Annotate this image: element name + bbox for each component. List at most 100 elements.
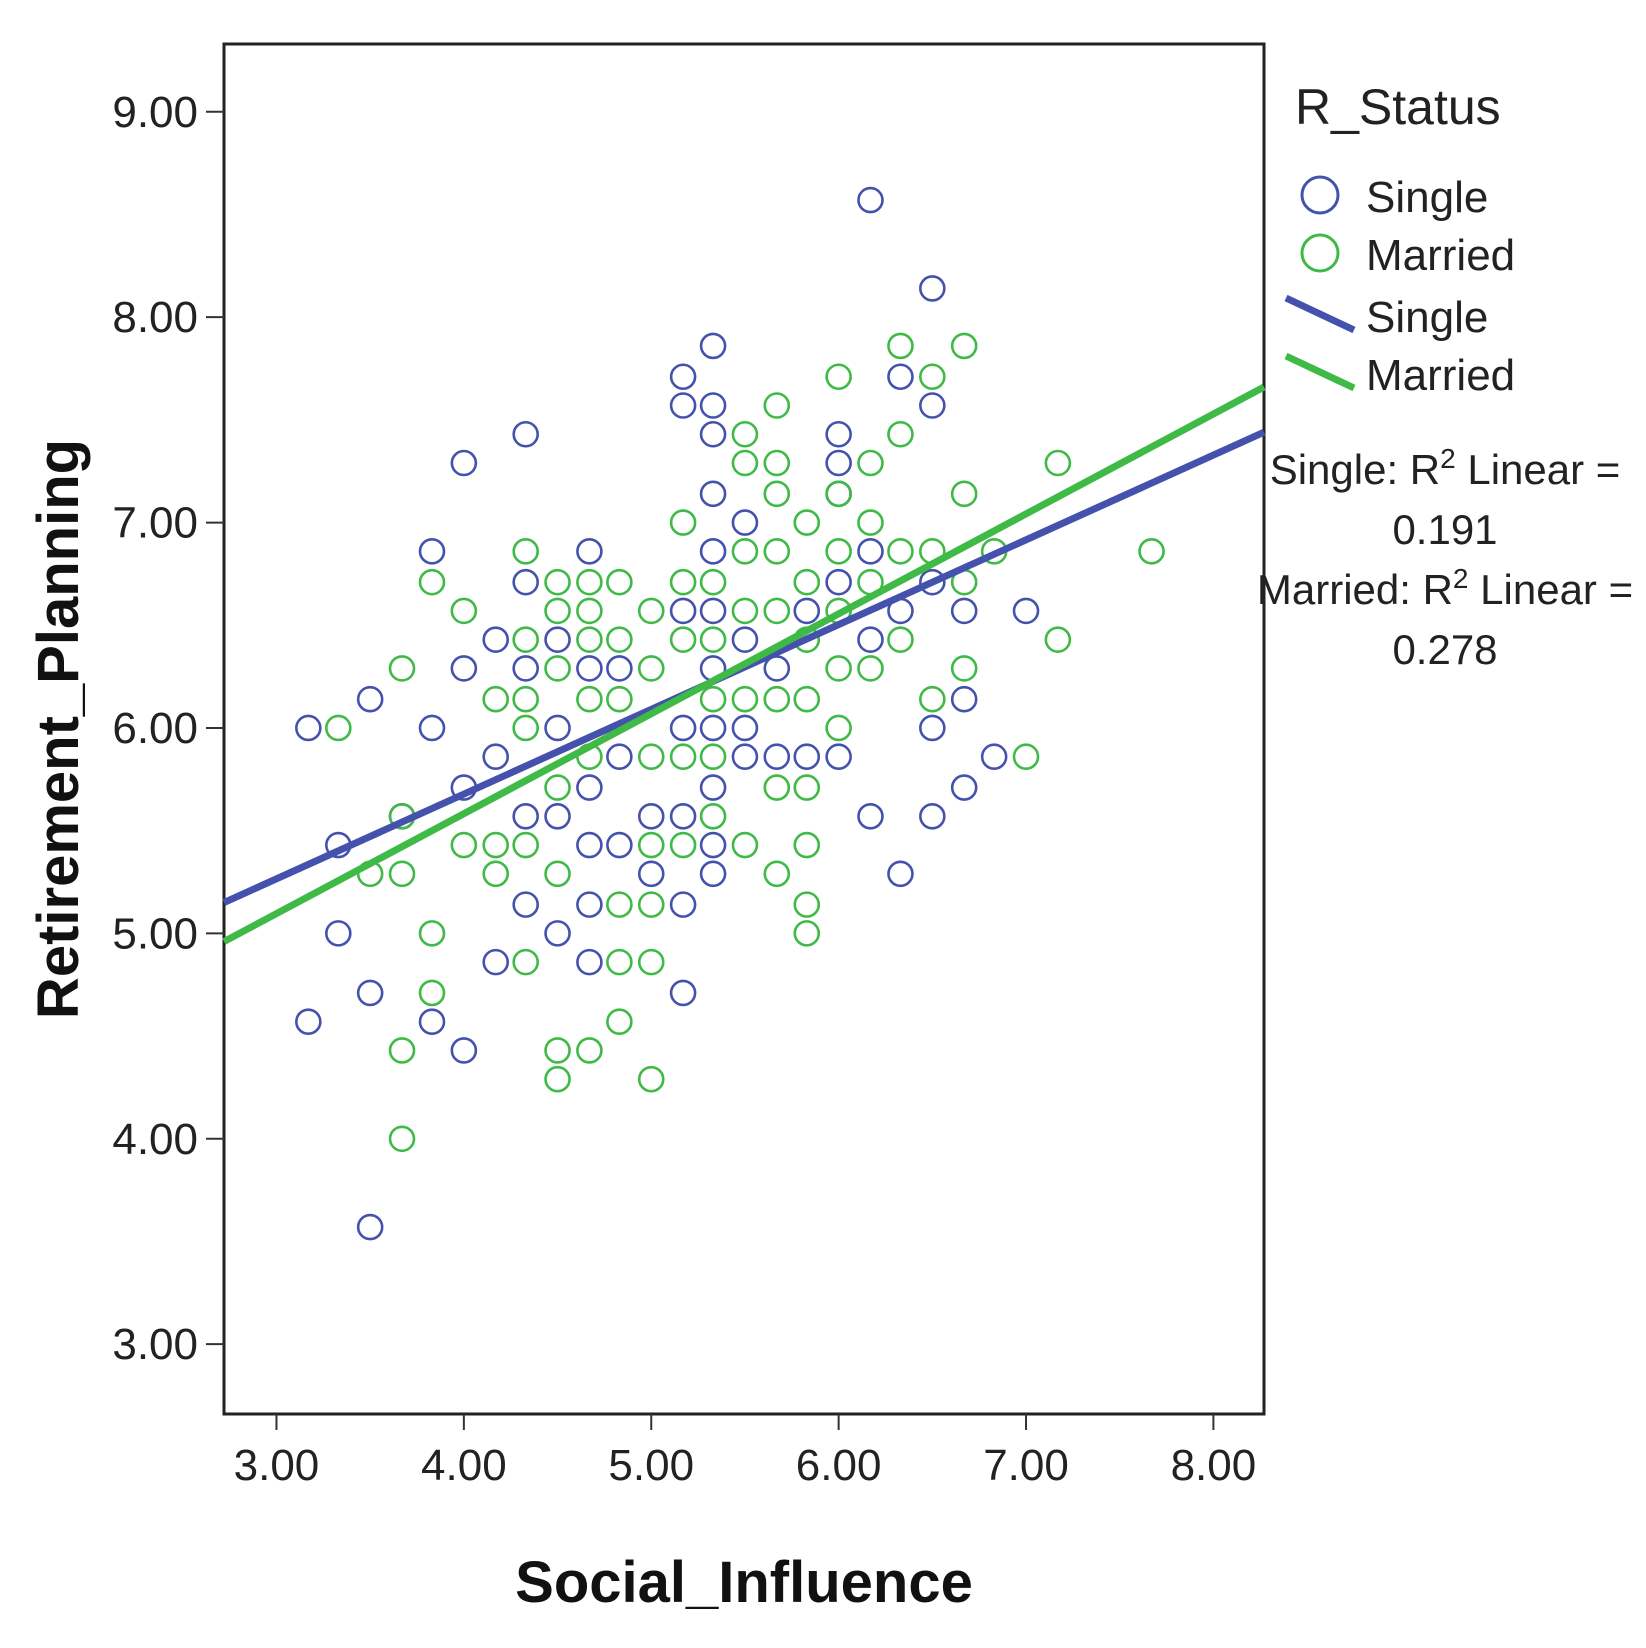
point-single-12 xyxy=(450,655,478,682)
legend-label-single-line: Single xyxy=(1366,293,1488,342)
point-married-104 xyxy=(1138,538,1165,565)
point-married-91 xyxy=(887,538,914,565)
point-single-75 xyxy=(887,860,914,888)
point-married-79 xyxy=(825,363,852,391)
point-married-58 xyxy=(731,449,759,477)
point-married-4 xyxy=(388,860,416,888)
point-single-1 xyxy=(295,1008,322,1035)
point-single-54 xyxy=(699,831,727,859)
point-married-26 xyxy=(544,1037,571,1064)
point-single-33 xyxy=(606,655,633,682)
point-married-68 xyxy=(763,685,791,713)
point-single-20 xyxy=(512,655,539,682)
point-single-21 xyxy=(512,802,539,830)
point-married-27 xyxy=(544,1065,571,1093)
point-single-42 xyxy=(669,802,697,830)
x-tick-label-0: 3.00 xyxy=(234,1441,320,1490)
point-married-66 xyxy=(763,538,791,565)
point-married-22 xyxy=(544,597,571,625)
point-single-84 xyxy=(980,743,1008,771)
point-married-37 xyxy=(606,891,633,918)
point-married-7 xyxy=(418,568,446,596)
point-married-17 xyxy=(512,685,539,713)
point-single-79 xyxy=(919,714,946,742)
x-tick-label-2: 5.00 xyxy=(608,1441,694,1490)
legend-label-single-marker: Single xyxy=(1366,173,1488,222)
point-single-8 xyxy=(418,538,446,565)
point-married-56 xyxy=(699,802,727,830)
point-single-26 xyxy=(544,920,571,947)
point-married-35 xyxy=(606,626,633,653)
point-single-9 xyxy=(418,714,446,742)
point-single-11 xyxy=(450,449,478,477)
point-single-70 xyxy=(857,538,884,565)
point-married-54 xyxy=(699,685,727,713)
y-axis-ticks: 3.00 4.00 5.00 6.00 7.00 8.00 9.00 xyxy=(112,88,224,1369)
point-married-93 xyxy=(919,363,946,391)
point-married-75 xyxy=(793,774,821,801)
point-single-25 xyxy=(544,802,571,830)
point-married-96 xyxy=(950,332,978,360)
point-single-28 xyxy=(576,655,603,682)
single-fit-sup: 2 xyxy=(1440,443,1456,474)
point-married-47 xyxy=(669,509,697,536)
point-single-53 xyxy=(699,774,727,801)
y-tick-label-6: 9.00 xyxy=(112,88,198,137)
y-axis-title: Retirement_Planning xyxy=(26,439,91,1019)
point-single-71 xyxy=(857,626,884,653)
point-single-5 xyxy=(356,979,384,1007)
married-fit-label: Married: R2 Linear = xyxy=(1257,563,1633,613)
point-single-19 xyxy=(512,568,539,596)
point-married-80 xyxy=(825,480,852,508)
legend-marker-married xyxy=(1300,233,1340,273)
point-married-48 xyxy=(669,568,697,596)
point-married-90 xyxy=(887,420,914,448)
point-married-63 xyxy=(763,392,791,419)
point-married-41 xyxy=(637,655,665,682)
point-single-4 xyxy=(356,685,384,713)
y-tick-label-2: 5.00 xyxy=(112,909,198,958)
point-single-76 xyxy=(919,275,946,302)
married-fit-r2-value: 0.278 xyxy=(1392,626,1497,673)
y-tick-label-1: 4.00 xyxy=(112,1115,198,1164)
point-single-37 xyxy=(637,860,665,888)
plot-frame xyxy=(222,42,1266,1416)
point-married-60 xyxy=(731,597,759,625)
point-married-85 xyxy=(857,449,884,477)
point-single-62 xyxy=(793,597,821,625)
point-single-49 xyxy=(699,538,727,565)
point-single-61 xyxy=(763,743,791,771)
point-married-5 xyxy=(388,1037,416,1064)
point-single-41 xyxy=(669,714,697,742)
point-single-59 xyxy=(731,743,759,771)
point-single-80 xyxy=(919,802,946,830)
point-married-55 xyxy=(699,743,727,771)
point-single-36 xyxy=(637,802,665,830)
point-married-78 xyxy=(793,920,821,947)
point-married-45 xyxy=(637,948,665,976)
point-single-73 xyxy=(887,363,914,391)
point-married-81 xyxy=(825,538,852,565)
point-married-69 xyxy=(763,774,791,801)
point-single-69 xyxy=(857,186,884,214)
point-married-11 xyxy=(450,831,478,859)
y-tick-label-5: 8.00 xyxy=(112,293,198,342)
legend-title: R_Status xyxy=(1295,79,1501,135)
point-single-0 xyxy=(295,714,322,742)
point-married-99 xyxy=(950,655,978,682)
point-single-77 xyxy=(919,392,946,419)
point-married-76 xyxy=(793,831,821,859)
point-married-40 xyxy=(637,597,665,625)
x-tick-label-3: 6.00 xyxy=(796,1441,882,1490)
y-tick-label-0: 3.00 xyxy=(112,1320,198,1369)
point-married-8 xyxy=(418,920,446,947)
fit-lines xyxy=(222,383,1266,945)
point-married-33 xyxy=(576,1037,603,1064)
point-single-48 xyxy=(699,480,727,508)
point-married-25 xyxy=(544,860,571,888)
point-married-102 xyxy=(1044,449,1072,477)
point-married-14 xyxy=(482,860,510,888)
single-fit-r: Single: R xyxy=(1270,446,1440,493)
point-single-52 xyxy=(699,714,727,742)
married-fit-r: Married: R xyxy=(1257,566,1453,613)
